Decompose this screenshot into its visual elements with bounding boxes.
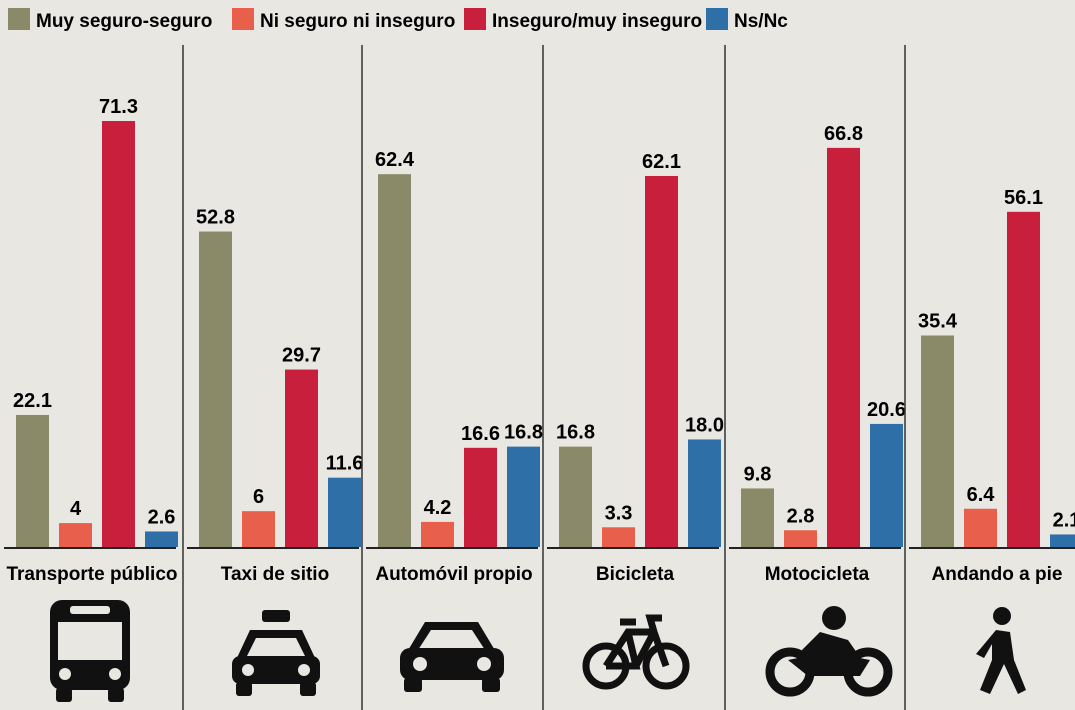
value-label: 20.6 (867, 399, 906, 421)
bar (102, 121, 135, 547)
category-label: Transporte público (6, 564, 177, 585)
value-label: 29.7 (282, 345, 321, 367)
car-icon (400, 622, 504, 692)
bar (784, 530, 817, 547)
value-label: 2.8 (787, 505, 815, 527)
bar (464, 447, 497, 547)
value-label: 56.1 (1004, 187, 1043, 209)
bar (645, 175, 678, 547)
bar (242, 511, 275, 547)
category-label: Andando a pie (932, 564, 1063, 585)
bar (964, 508, 997, 547)
value-label: 18.0 (685, 414, 724, 436)
bar (1007, 211, 1040, 547)
bar (378, 174, 411, 548)
icons (50, 600, 1026, 702)
legend-swatch (232, 8, 254, 30)
bar (328, 477, 361, 547)
value-label: 62.1 (642, 151, 681, 173)
taxi-icon (232, 610, 320, 696)
legend-swatch (464, 8, 486, 30)
bar (741, 488, 774, 547)
bar (870, 423, 903, 547)
value-label: 16.8 (556, 422, 595, 444)
pedestrian-icon (976, 607, 1026, 694)
value-label: 11.6 (326, 453, 364, 475)
value-label: 2.1 (1053, 509, 1075, 531)
bar (59, 523, 92, 547)
value-label: 6.4 (967, 484, 996, 506)
category-label: Motocicleta (765, 564, 870, 585)
value-label: 9.8 (744, 463, 772, 485)
category-label: Automóvil propio (375, 564, 532, 585)
bar (145, 531, 178, 547)
legend-swatch (8, 8, 30, 30)
bar (16, 414, 49, 547)
legend-swatch (706, 8, 728, 30)
bicycle-icon (582, 614, 690, 690)
bar (421, 521, 454, 547)
value-label: 62.4 (375, 149, 415, 171)
bus-icon (50, 600, 130, 702)
legend-label: Ni seguro ni inseguro (260, 11, 455, 32)
value-label: 3.3 (605, 502, 633, 524)
bar (507, 446, 540, 547)
value-label: 66.8 (824, 123, 863, 145)
value-label: 6 (253, 486, 264, 508)
value-label: 71.3 (99, 96, 138, 118)
bar (602, 527, 635, 547)
value-label: 22.1 (13, 390, 52, 412)
value-label: 2.6 (148, 506, 176, 528)
category-label: Bicicleta (596, 564, 675, 585)
legend-label: Inseguro/muy inseguro (492, 11, 702, 32)
bar (1050, 534, 1075, 547)
value-label: 35.4 (918, 310, 958, 332)
value-label: 4.2 (424, 497, 452, 519)
value-label: 4 (70, 498, 82, 520)
value-label: 16.8 (504, 422, 543, 444)
bar (285, 369, 318, 547)
value-label: 16.6 (461, 423, 500, 445)
legend-label: Muy seguro-seguro (36, 11, 212, 32)
bar (199, 231, 232, 547)
bar (688, 439, 721, 547)
category-label: Taxi de sitio (221, 564, 329, 585)
bar (827, 147, 860, 547)
bar (559, 446, 592, 547)
bar (921, 335, 954, 547)
motorcycle-icon (765, 606, 893, 697)
value-label: 52.8 (196, 207, 235, 229)
legend-label: Ns/Nc (734, 11, 788, 32)
